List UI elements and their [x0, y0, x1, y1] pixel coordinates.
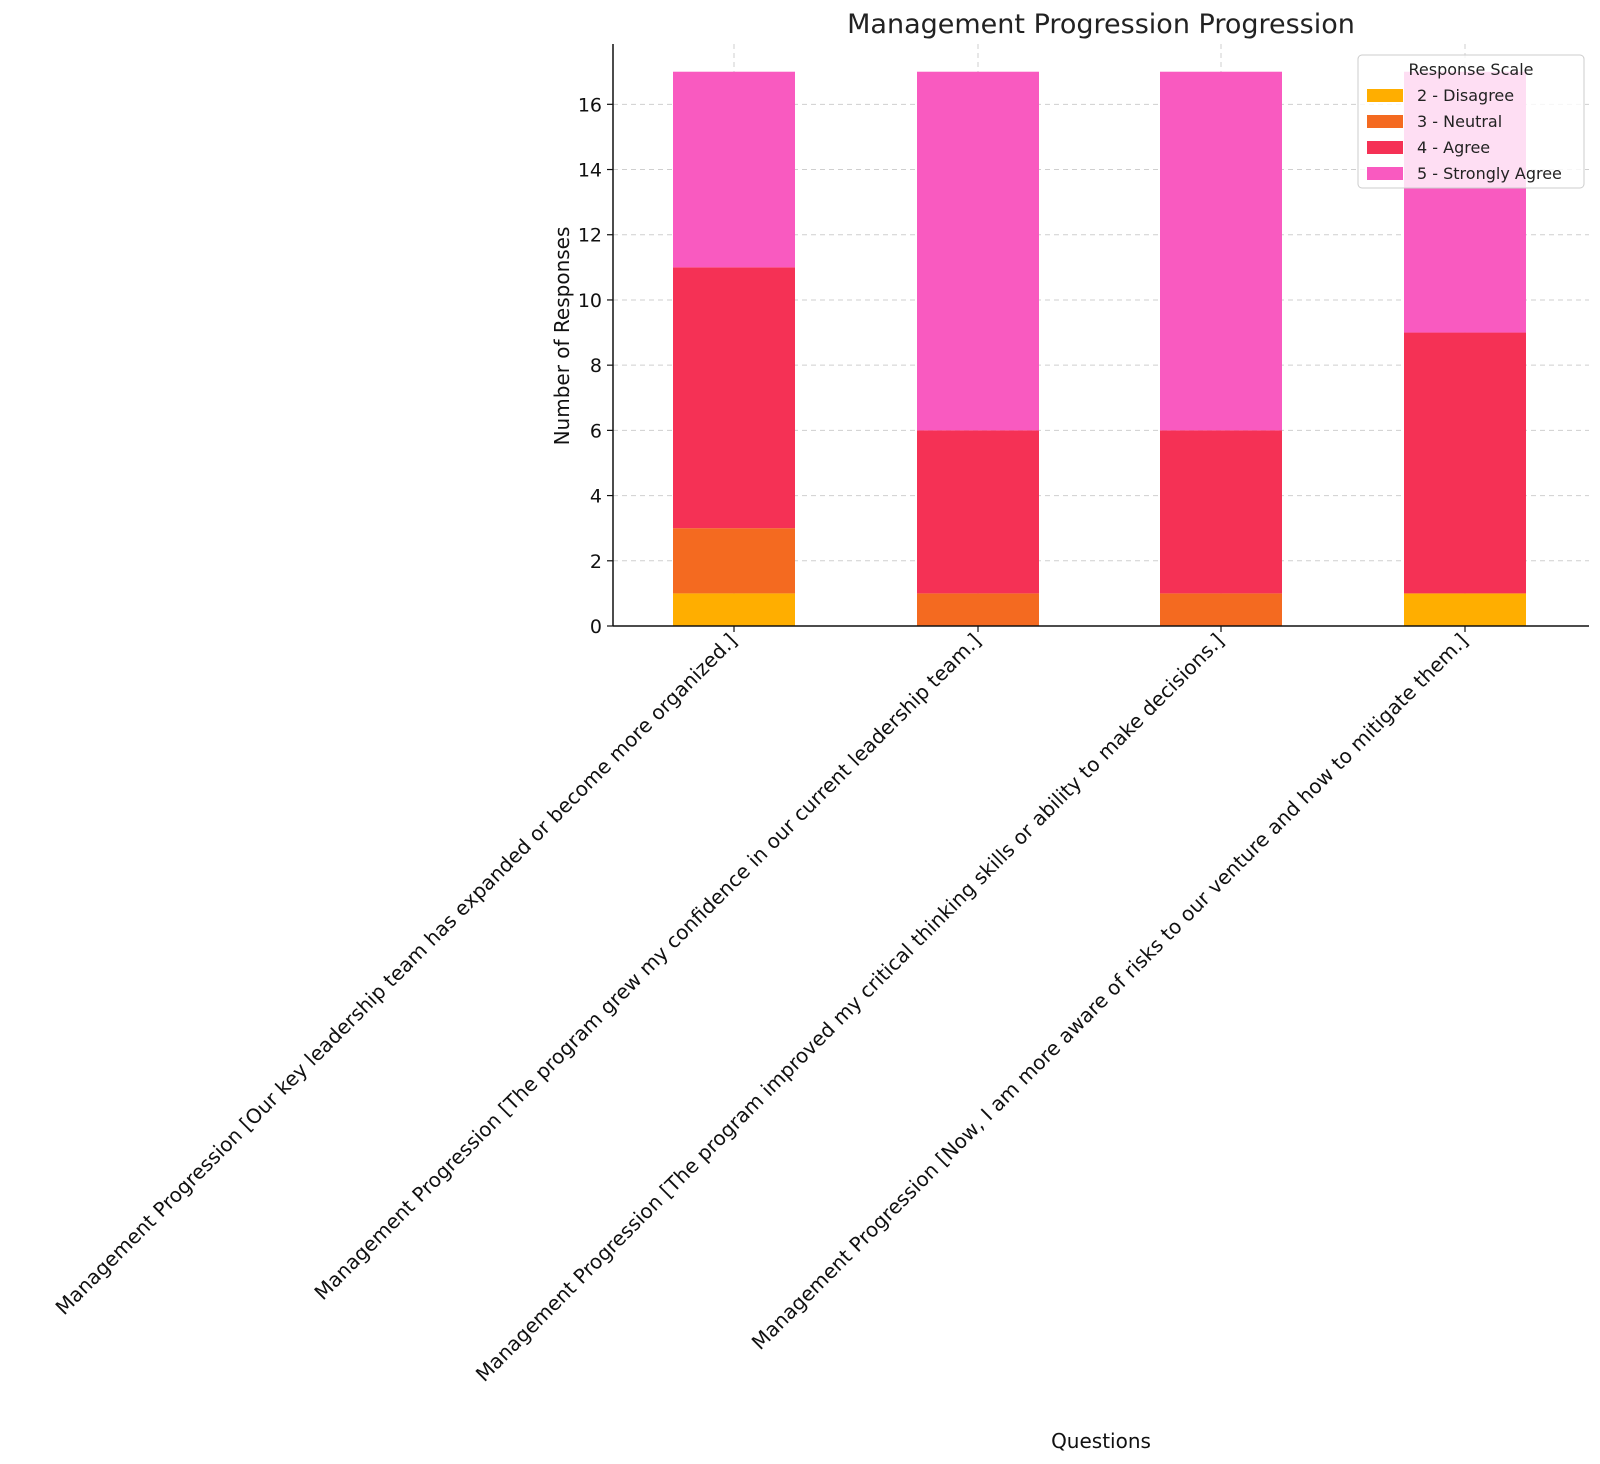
- bar-segment: [1404, 332, 1526, 594]
- bar-segment: [917, 430, 1039, 594]
- y-tick-label: 10: [578, 290, 602, 312]
- legend-box: [1357, 54, 1585, 189]
- legend-swatch: [1367, 115, 1403, 128]
- chart-title: Management Progression Progression: [847, 9, 1355, 40]
- y-axis-label: Number of Responses: [550, 227, 574, 446]
- y-tick-label: 16: [578, 94, 602, 116]
- legend-label: 4 - Agree: [1417, 138, 1490, 157]
- legend-label: 2 - Disagree: [1417, 86, 1514, 105]
- y-tick-label: 14: [578, 160, 602, 182]
- y-tick-label: 8: [590, 355, 602, 377]
- y-tick-label: 0: [590, 616, 602, 638]
- bar-segment: [917, 71, 1039, 431]
- x-tick-labels: Management Progression [Our key leadersh…: [51, 629, 1473, 1387]
- legend-title: Response Scale: [1409, 60, 1534, 79]
- bar-segment: [673, 71, 795, 268]
- x-axis-label: Questions: [1051, 1429, 1151, 1453]
- y-tick-label: 4: [590, 486, 602, 508]
- bar-segment: [673, 593, 795, 626]
- bar-segment: [1160, 593, 1282, 626]
- legend-label: 3 - Neutral: [1417, 112, 1502, 131]
- bar-segment: [1160, 430, 1282, 594]
- bar-segment: [673, 267, 795, 529]
- x-tick-label: Management Progression [The program impr…: [471, 629, 1229, 1387]
- y-tick-labels: 0 2 4 6 8 10 12 14 16: [578, 94, 602, 638]
- bar-segment: [1160, 71, 1282, 431]
- bar-segment: [917, 593, 1039, 626]
- y-tick-label: 6: [590, 420, 602, 442]
- bars: [673, 71, 1526, 626]
- bar-segment: [1404, 593, 1526, 626]
- y-tick-label: 2: [590, 551, 602, 573]
- legend: Response Scale 2 - Disagree 3 - Neutral 4 …: [1357, 54, 1585, 189]
- y-tick-label: 12: [578, 225, 602, 247]
- legend-items: 2 - Disagree 3 - Neutral 4 - Agree 5 - Stro…: [1367, 86, 1562, 183]
- axes: [607, 44, 1589, 632]
- bar-segment: [673, 528, 795, 594]
- legend-swatch: [1367, 141, 1403, 154]
- legend-swatch: [1367, 167, 1403, 180]
- legend-label: 5 - Strongly Agree: [1417, 164, 1562, 183]
- legend-swatch: [1367, 89, 1403, 102]
